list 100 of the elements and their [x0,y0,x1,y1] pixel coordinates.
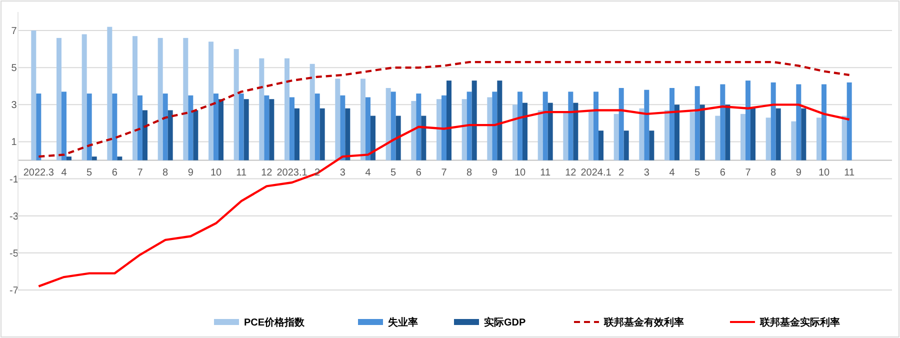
x-tick-label: 4 [61,167,68,178]
bar [158,38,163,160]
bar [674,104,680,160]
bar [791,121,796,160]
bar [138,95,142,160]
x-tick-label: 10 [210,167,222,178]
x-tick-label: 5 [390,167,397,178]
legend-label: PCE价格指数 [244,316,306,328]
y-tick-label: -1 [10,174,19,186]
bar [568,92,574,160]
bar [320,108,325,160]
bar [725,104,730,160]
x-tick-label: 2 [314,167,321,178]
x-tick-label: 4 [669,167,676,178]
bar [183,38,188,160]
bar [715,116,720,160]
bar [466,92,472,160]
bar [487,97,492,160]
y-tick-label: 1 [11,137,18,148]
bar [416,94,422,160]
bar [588,110,594,160]
bar [518,92,522,160]
x-tick-label: 2024.1 [580,167,612,178]
x-tick-label: 6 [112,167,118,178]
bar [664,110,670,160]
bar [208,42,214,160]
x-tick-label: 11 [540,167,551,178]
bar [92,156,97,160]
bar [340,95,346,160]
bar [335,78,340,160]
bar [436,99,442,160]
bar [472,80,477,160]
line-series [38,60,850,158]
bar [411,100,416,160]
x-tick-label: 6 [720,167,726,178]
bar [618,88,624,160]
bar [214,94,218,160]
x-tick-label: 2023.1 [276,167,308,178]
x-tick-label: 12 [565,167,577,178]
x-tick-label: 9 [796,167,802,178]
y-tick-label: 7 [11,26,18,38]
y-tick-label: 5 [11,63,18,74]
bar [776,108,781,160]
x-tick-label: 9 [188,167,194,178]
bar [746,80,750,160]
x-tick-label: 5 [694,167,701,178]
bar [238,94,244,160]
bar [548,102,553,160]
bar [107,26,112,160]
x-tick-label: 3 [340,167,346,178]
x-tick-label: 10 [818,167,830,178]
bar [259,58,264,160]
x-tick-label: 12 [261,167,273,178]
bar [649,130,654,160]
bar [563,112,568,160]
bar [132,36,138,160]
x-tick-label: 6 [416,167,422,178]
x-tick-label: 7 [745,167,752,178]
bar [142,110,148,160]
bar [264,95,270,160]
bar [573,102,578,160]
bar [446,80,452,160]
bar [462,99,467,160]
bar [188,95,194,160]
bar [614,114,619,160]
bar [66,156,72,160]
x-tick-label: 8 [162,167,169,178]
x-tick-label: 2022.3 [23,167,54,178]
bar [218,99,224,160]
bar [538,110,543,160]
bar [86,94,92,160]
x-tick-label: 11 [844,167,855,178]
bar [822,84,826,160]
bar [294,108,300,160]
bar [244,99,249,160]
x-tick-label: 7 [137,167,144,178]
bar [386,88,391,160]
bar [770,82,776,160]
x-tick-label: 8 [770,167,777,178]
bar [82,34,87,160]
x-tick-label: 8 [466,167,473,178]
bar [670,88,674,160]
x-tick-label: 9 [492,167,498,178]
x-tick-label: 11 [236,167,247,178]
x-tick-label: 2 [618,167,625,178]
bar [512,104,518,160]
bar [366,97,370,160]
bar [639,108,644,160]
bar [31,30,36,160]
bar [390,92,396,160]
bar [62,92,66,160]
legend-label: 联邦基金实际利率 [759,316,840,328]
bar [36,94,42,160]
bar [846,82,852,160]
bar [492,92,498,160]
bar [624,130,629,160]
bar [644,90,650,160]
bar [497,80,502,160]
bar [360,78,366,160]
bar [345,108,350,160]
